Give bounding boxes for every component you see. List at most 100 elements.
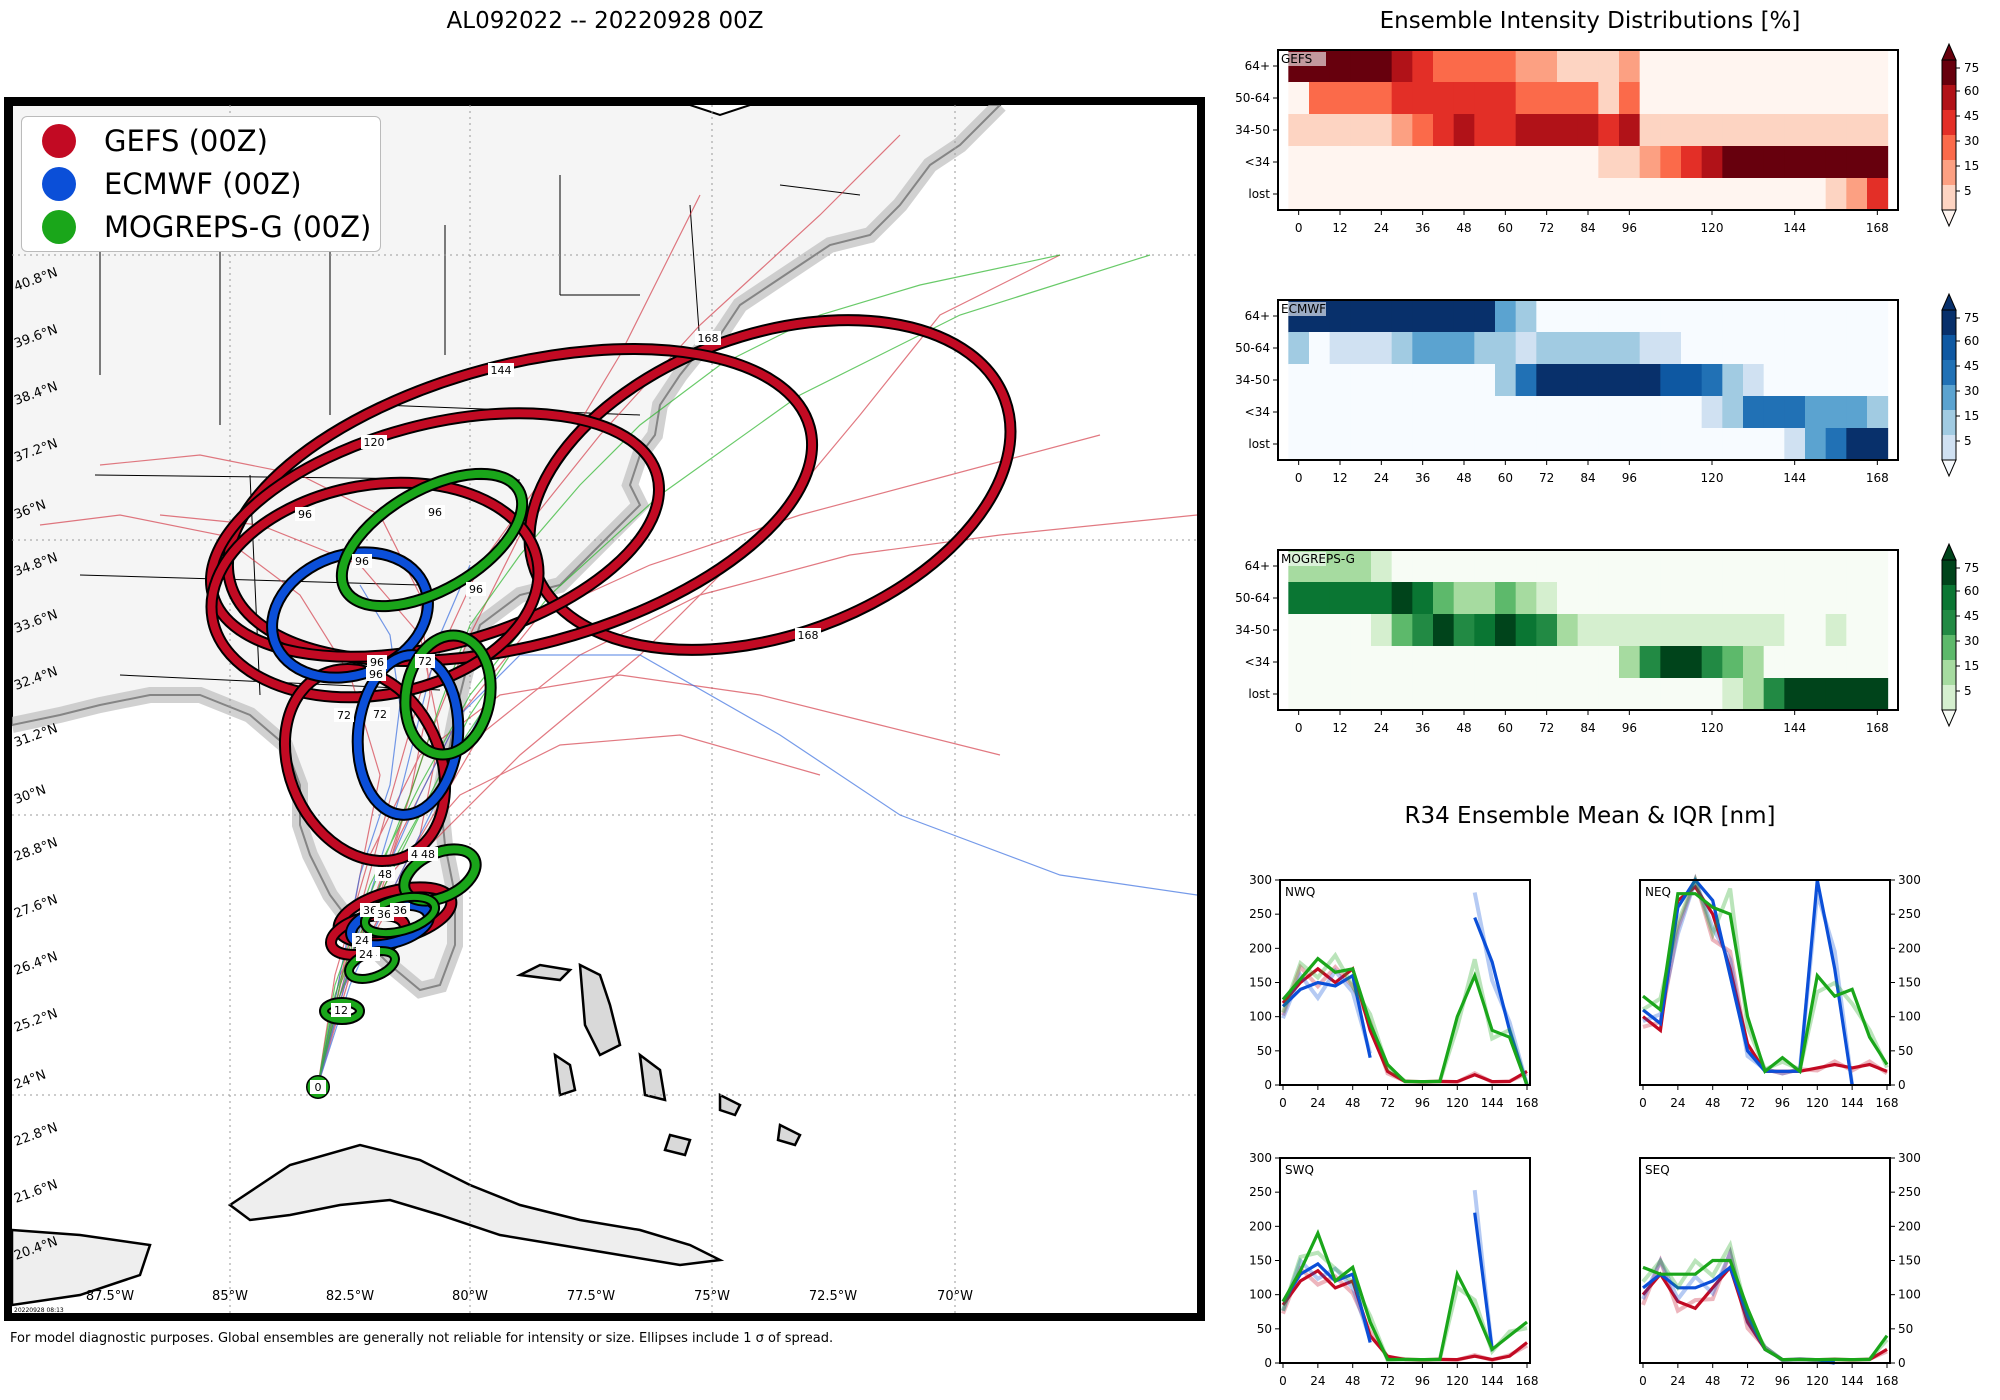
x-tick-label: 36 [1415,221,1430,235]
series-mean-mogreps-g [1281,1228,1528,1362]
heatmap-cell [1495,428,1517,461]
y-tick-label: 150 [1249,976,1272,990]
heatmap-cell [1639,364,1661,397]
heatmap-cell [1288,614,1310,647]
heatmap-cell [1515,364,1537,397]
mogreps-label-72: 72 [418,655,432,668]
gefs-label-36: 36 [363,904,377,917]
plot-frame [1639,1157,1891,1364]
colorbar-tick-label: 75 [1964,311,1979,325]
heatmap-cell [1701,364,1723,397]
heatmap-cell [1722,428,1744,461]
mogreps-label-48: 48 [421,848,435,861]
heatmap-cell [1681,614,1703,647]
colorbar-top-arrow [1941,292,1957,311]
heatmap-cell [1350,300,1372,333]
heatmap-cell [1722,114,1744,147]
heatmap-cell [1722,178,1744,211]
heatmap-cell [1309,646,1331,679]
heatmap-cell [1288,146,1310,179]
heatmap-cell [1474,428,1496,461]
colorbar-frame [1941,309,1957,461]
heatmap-cell [1681,50,1703,83]
colorbar-segment [1942,85,1956,111]
heatmap-cell [1557,82,1579,115]
heatmap-cell [1557,550,1579,583]
x-tick-label: 72 [1740,1096,1755,1110]
heatmap-cell [1743,550,1765,583]
heatmap-cell [1350,146,1372,179]
y-tick-label: 200 [1249,1219,1272,1233]
x-tick-label: 24 [1374,721,1389,735]
heatmap-cell [1309,428,1331,461]
series-mean-ecmwf [1281,916,1529,1086]
y-tick-label: 50 [1257,1322,1272,1336]
heatmap-cell [1515,146,1537,179]
x-tick-label: 120 [1446,1096,1469,1110]
x-tick-label: 84 [1580,221,1595,235]
heatmap-cell [1329,82,1351,115]
heatmap-cell [1557,114,1579,147]
heatmap-cell [1309,396,1331,429]
heatmap-cell [1495,300,1517,333]
heatmap-cell [1453,332,1475,365]
heatmap-cell [1743,332,1765,365]
heatmap-cell [1825,114,1847,147]
heatmap-cell [1536,396,1558,429]
heatmap-cell [1867,300,1889,333]
x-tick-label: 144 [1783,221,1806,235]
heatmap-cell [1784,550,1806,583]
heatmap-cell [1557,178,1579,211]
heatmap-cell [1577,550,1599,583]
heatmap-cell [1763,550,1785,583]
heatmap-cell [1846,550,1868,583]
heatmap-cell [1825,82,1847,115]
y-tick-label: 250 [1898,1185,1921,1199]
heatmap-cell [1391,82,1413,115]
x-tick-label: 96 [1415,1096,1430,1110]
heatmap-cell [1495,50,1517,83]
heatmap-cell [1825,332,1847,365]
colorbar-tick-label: 60 [1964,584,1979,598]
heatmap-cell [1660,550,1682,583]
heatmap-cell [1722,396,1744,429]
row-label: 50-64 [1235,341,1270,355]
heatmap-cell [1412,678,1434,711]
ecmwf-label-72: 72 [373,708,387,721]
x-tick-label: 144 [1783,471,1806,485]
colorbar-tick-label: 60 [1964,334,1979,348]
y-tick-label: 0 [1898,1356,1906,1370]
heatmap-cell [1474,550,1496,583]
heatmap-cell [1681,332,1703,365]
heatmap-cell [1660,178,1682,211]
heatmap-cell [1846,614,1868,647]
panel-name: ECMWF [1281,302,1326,316]
heatmap-cell [1577,646,1599,679]
row-label: 34-50 [1235,123,1270,137]
heatmap-cell [1701,178,1723,211]
x-tick-label: 72 [1740,1374,1755,1388]
heatmap-cell [1371,82,1393,115]
y-tick-label: 300 [1249,873,1272,887]
track-map[interactable]: 168 168 144 120 96 96 72 48 36 24 96 96 … [0,95,1210,1330]
x-tick-label: 60 [1498,721,1513,735]
heatmap-cell [1639,614,1661,647]
x-tick-label: 168 [1516,1096,1539,1110]
heatmap-cell [1784,614,1806,647]
heatmap-cell [1536,178,1558,211]
x-tick-label: 0 [1279,1096,1287,1110]
heatmap-cell [1639,582,1661,615]
heatmap-cell [1805,364,1827,397]
heatmap-cell [1805,114,1827,147]
heatmap-cell [1453,364,1475,397]
heatmap-cell [1784,582,1806,615]
x-tick-label: 48 [1705,1374,1720,1388]
heatmap-cell [1412,300,1434,333]
heatmap-cell [1288,364,1310,397]
gefs-label-168b: 168 [798,629,819,642]
heatmap-cell [1288,428,1310,461]
heatmap-cell [1309,114,1331,147]
heatmap-cell [1453,582,1475,615]
